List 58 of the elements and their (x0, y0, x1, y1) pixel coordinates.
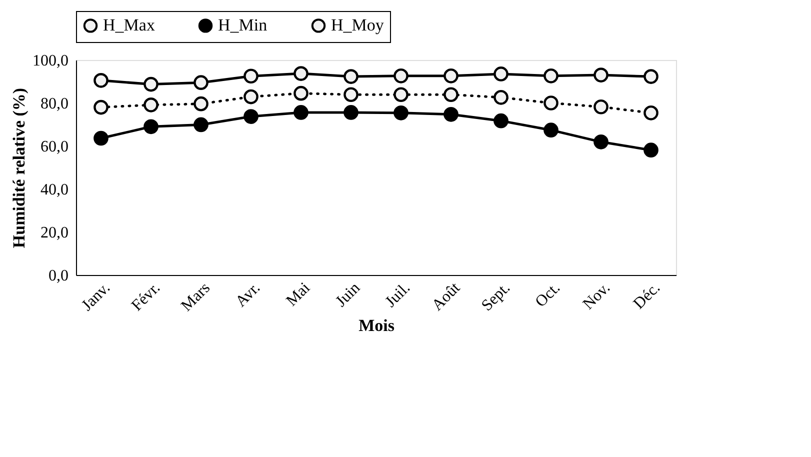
point (244, 89, 258, 104)
point (594, 68, 608, 82)
point (344, 69, 358, 84)
point (244, 109, 258, 124)
point (194, 117, 208, 132)
x-tick-label: Nov. (580, 280, 614, 314)
point (594, 134, 608, 150)
legend-label: H_Max (103, 16, 156, 35)
legend-label: H_Moy (331, 16, 384, 35)
x-tick-label: Sept. (478, 280, 514, 314)
point (594, 99, 608, 114)
x-tick-label: Janv. (78, 280, 114, 314)
point (444, 68, 458, 84)
y-tick-label: 40,0 (40, 182, 68, 198)
legend-label: H_Min (218, 16, 268, 35)
point (244, 68, 258, 84)
x-tick-label: Mars (178, 280, 214, 315)
point (444, 106, 458, 122)
point (644, 69, 658, 84)
x-tick-label: Mai (283, 279, 314, 310)
point (144, 119, 158, 134)
point (94, 73, 108, 88)
point (394, 105, 408, 120)
point (94, 100, 108, 115)
x-tick-label: Févr. (128, 280, 164, 314)
point (544, 68, 558, 84)
y-tick-label: 100,0 (32, 52, 68, 70)
y-tick-label: 20,0 (40, 224, 68, 242)
point (394, 87, 408, 102)
point (644, 105, 658, 120)
y-axis-title: Humidité relative (%) (10, 88, 28, 248)
y-tick-label: 0,0 (48, 268, 68, 284)
point (144, 98, 158, 112)
point (494, 66, 508, 82)
point (494, 90, 508, 105)
x-tick-label: Juin (332, 280, 364, 310)
point (294, 66, 308, 81)
point (544, 122, 558, 138)
point (644, 142, 658, 158)
x-tick-label: Avr. (232, 280, 264, 310)
point (544, 96, 558, 110)
point (144, 76, 158, 92)
point (194, 75, 208, 90)
point (194, 96, 208, 112)
y-tick-label: 60,0 (40, 138, 68, 156)
point (344, 105, 358, 120)
x-tick-label: Oct. (532, 280, 564, 311)
point (494, 113, 508, 128)
x-tick-label: Juil. (382, 280, 414, 311)
x-tick-label: Déc. (630, 280, 664, 313)
y-tick-label: 80,0 (40, 96, 68, 112)
point (394, 68, 408, 84)
point (344, 87, 358, 102)
point (294, 86, 308, 101)
point (294, 105, 308, 120)
point (444, 87, 458, 102)
x-axis-title: Mois (358, 316, 395, 336)
point (94, 130, 108, 146)
